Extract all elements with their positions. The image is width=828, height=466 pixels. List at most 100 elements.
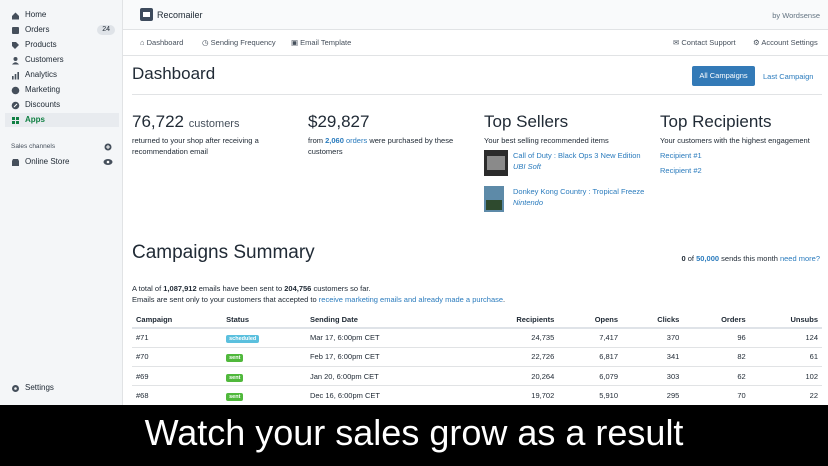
tab-label: Dashboard <box>146 38 184 47</box>
view-icon[interactable] <box>103 158 113 166</box>
column-header: Recipients <box>464 311 559 329</box>
tab-frequency[interactable]: ◷ Sending Frequency <box>202 38 276 47</box>
recipient-link[interactable]: Recipient #1 <box>660 151 702 160</box>
table-row: #70 sent Feb 17, 6:00pm CET 22,726 6,817 341 8… <box>132 347 822 368</box>
nav-online-store[interactable]: Online Store <box>5 155 119 169</box>
column-header: Orders <box>683 311 750 329</box>
column-header: Status <box>222 311 306 329</box>
text: . <box>503 295 506 304</box>
tab-template[interactable]: ▣ Email Template <box>291 38 352 47</box>
orders-link[interactable]: orders <box>345 136 368 145</box>
nav-label: Customers <box>25 55 64 64</box>
nav-label: Discounts <box>25 100 61 109</box>
tab-settings[interactable]: ⚙ Account Settings <box>753 38 818 47</box>
nav-apps[interactable]: Apps <box>5 113 119 127</box>
orders-count: 2,060 <box>325 136 344 145</box>
product-link[interactable]: Donkey Kong Country : Tropical Freeze <box>513 187 645 196</box>
badge: 24 <box>97 25 115 35</box>
campaigns-table: Campaign Status Sending Date Recipients Open… <box>132 311 822 406</box>
table-cell: 82 <box>683 347 750 368</box>
text: of <box>687 254 695 263</box>
vendor: UBI Soft <box>513 162 541 171</box>
tab-dashboard[interactable]: ⌂ Dashboard <box>140 38 184 47</box>
status-cell: scheduled <box>222 328 306 348</box>
quota: 0 of 50,000 sends this month need more? <box>682 254 821 263</box>
nav-label: Orders <box>25 25 50 34</box>
last-campaign-link[interactable]: Last Campaign <box>763 72 814 81</box>
consent-link[interactable]: receive marketing emails and already mad… <box>318 295 504 304</box>
nav-label: Settings <box>25 383 54 392</box>
nav-label: Marketing <box>25 85 61 94</box>
nav-orders[interactable]: Orders 24 <box>5 23 119 37</box>
status-tag: sent <box>226 373 244 382</box>
table-cell: 61 <box>749 347 822 368</box>
nav-label: Home <box>25 10 47 19</box>
vendor: Nintendo <box>513 198 544 207</box>
stat-description: returned to your shop after receiving a … <box>132 136 259 156</box>
section-subtitle: Your best selling recommended items <box>484 136 609 145</box>
campaign-id: #68 <box>132 385 223 406</box>
status-tag: sent <box>226 354 244 363</box>
table-cell: 96 <box>683 328 750 348</box>
nav-customers[interactable]: Customers <box>5 53 119 67</box>
text: emails have been sent to <box>198 284 283 293</box>
need-more-link[interactable]: need more? <box>779 254 820 263</box>
table-cell: 19,702 <box>464 385 559 406</box>
nav-label: Analytics <box>25 70 58 79</box>
status-tag: scheduled <box>226 335 260 344</box>
text: customers so far. <box>313 284 371 293</box>
column-header: Clicks <box>622 311 684 329</box>
table-row: #71 scheduled Mar 17, 6:00pm CET 24,735 7,41… <box>132 328 822 348</box>
table-cell: 22,726 <box>464 347 559 368</box>
column-header: Campaign <box>132 311 223 329</box>
all-campaigns-button[interactable]: All Campaigns <box>692 66 755 86</box>
status-cell: sent <box>222 366 306 387</box>
column-header: Opens <box>558 311 623 329</box>
campaign-id: #70 <box>132 347 223 368</box>
emails-total: 1,087,912 <box>163 284 197 293</box>
table-cell: 303 <box>622 366 684 387</box>
nav-settings[interactable]: Settings <box>5 381 119 395</box>
table-cell: 124 <box>749 328 822 348</box>
section-title: Campaigns Summary <box>132 242 315 263</box>
tab-label: Contact Support <box>681 38 736 47</box>
table-cell: Feb 17, 6:00pm CET <box>305 347 465 368</box>
summary-line: Emails are sent only to your customers t… <box>132 295 505 304</box>
add-channel-icon[interactable] <box>104 143 112 151</box>
nav-discounts[interactable]: Discounts <box>5 98 119 112</box>
stat-unit: customers <box>188 118 240 130</box>
nav-label: Apps <box>25 115 45 124</box>
table-cell: 7,417 <box>558 328 623 348</box>
tab-label: Sending Frequency <box>210 38 276 47</box>
table-cell: Mar 17, 6:00pm CET <box>305 328 465 348</box>
table-cell: 20,264 <box>464 366 559 387</box>
customers-total: 204,756 <box>284 284 312 293</box>
nav-label: Products <box>25 40 57 49</box>
nav-marketing[interactable]: Marketing <box>5 83 119 97</box>
nav-analytics[interactable]: Analytics <box>5 68 119 82</box>
column-header: Sending Date <box>305 311 465 329</box>
nav-home[interactable]: Home <box>5 8 119 22</box>
recipient-link[interactable]: Recipient #2 <box>660 166 702 175</box>
topbar <box>123 0 828 30</box>
table-row: #69 sent Jan 20, 6:00pm CET 20,264 6,079 303 6… <box>132 366 822 387</box>
customers-stat: 76,722 customers <box>132 112 239 132</box>
table-cell: 6,079 <box>558 366 623 387</box>
banner-text: Watch your sales grow as a result <box>144 412 684 453</box>
revenue-stat: $29,827 <box>308 112 370 131</box>
table-cell: 341 <box>622 347 684 368</box>
table-cell: Dec 16, 6:00pm CET <box>305 385 465 406</box>
quota-used: 0 <box>681 254 686 263</box>
sidebar: Home Orders 24 Products Customers Analyti… <box>0 0 123 405</box>
table-row: #68 sent Dec 16, 6:00pm CET 19,702 5,910 295 7… <box>132 385 822 406</box>
table-cell: 22 <box>749 385 822 406</box>
table-cell: 5,910 <box>558 385 623 406</box>
table-body: #71 scheduled Mar 17, 6:00pm CET 24,735 7,41… <box>132 328 822 406</box>
page-title: Dashboard <box>132 64 216 83</box>
tab-label: Account Settings <box>761 38 818 47</box>
text: Emails are sent only to your customers t… <box>132 295 317 304</box>
nav-products[interactable]: Products <box>5 38 119 52</box>
tab-support[interactable]: ✉ Contact Support <box>673 38 736 47</box>
product-link[interactable]: Call of Duty : Black Ops 3 New Edition <box>513 151 641 160</box>
app-name: Recomailer <box>157 10 203 20</box>
